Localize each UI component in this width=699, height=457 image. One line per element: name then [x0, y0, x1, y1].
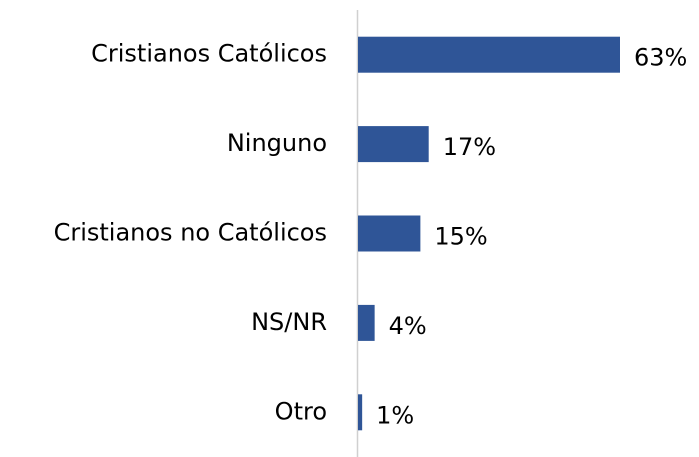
- y-tick-label: Ninguno: [227, 129, 327, 157]
- bar: [358, 394, 363, 431]
- data-label: 15%: [434, 223, 487, 251]
- data-label: 1%: [376, 401, 414, 429]
- data-label: 4%: [389, 312, 427, 340]
- bar: [358, 215, 421, 252]
- bar: [358, 36, 620, 73]
- data-label: 63%: [634, 44, 687, 72]
- y-tick-label: Cristianos no Católicos: [54, 219, 327, 247]
- y-tick-label: Otro: [275, 397, 327, 425]
- data-label: 17%: [443, 133, 496, 161]
- bar: [358, 126, 429, 163]
- y-tick-label: Cristianos Católicos: [91, 40, 327, 68]
- bar: [358, 304, 375, 341]
- y-tick-label: NS/NR: [251, 308, 327, 336]
